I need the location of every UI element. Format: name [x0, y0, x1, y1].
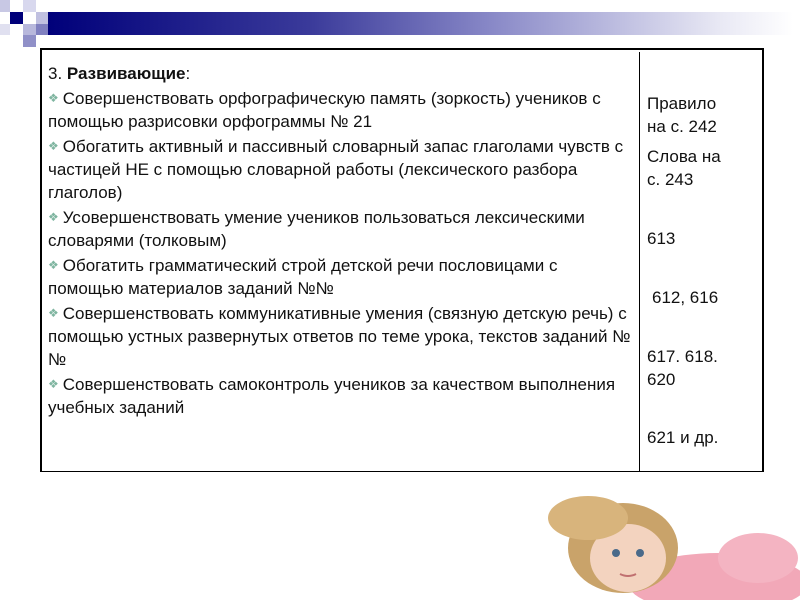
reference-cell: Слова на с. 243 [647, 147, 721, 189]
bullet-icon: ❖ [48, 306, 59, 320]
objective-item: ❖ Совершенствовать самоконтроль учеников … [48, 375, 616, 417]
decor-square [36, 12, 48, 24]
reference-cell: 617. 618. 620 [647, 347, 718, 389]
objective-item: ❖ Совершенствовать коммуникативные умения… [48, 304, 631, 369]
objectives-table: 3. Развивающие: ❖ Совершенствовать орфогр… [40, 48, 764, 472]
reference-cell: 621 и др. [647, 428, 719, 447]
objective-item: ❖ Совершенствовать орфографическую память… [48, 89, 601, 131]
decor-square [23, 0, 36, 12]
bullet-icon: ❖ [48, 210, 59, 224]
header-banner [48, 12, 793, 35]
decor-square [0, 0, 10, 12]
reference-cell: 613 [647, 229, 676, 248]
objectives-column: 3. Развивающие: ❖ Совершенствовать орфогр… [48, 62, 633, 419]
decor-square [0, 24, 10, 35]
child-lying-photo [548, 496, 800, 600]
objective-item: ❖ Обогатить активный и пассивный словарны… [48, 137, 624, 202]
bullet-icon: ❖ [48, 91, 59, 105]
bullet-icon: ❖ [48, 258, 59, 272]
bullet-icon: ❖ [48, 377, 59, 391]
objective-item: ❖ Обогатить грамматический строй детской … [48, 256, 558, 298]
bullet-icon: ❖ [48, 139, 59, 153]
decor-square [10, 12, 23, 24]
objective-item: ❖ Усовершенствовать умение учеников польз… [48, 208, 585, 250]
decor-square [23, 24, 36, 35]
decor-square [23, 35, 36, 47]
section-heading: 3. Развивающие: [48, 64, 191, 83]
reference-cell: Правило на с. 242 [647, 94, 717, 136]
reference-cell: 612, 616 [652, 288, 719, 307]
decor-square [36, 24, 48, 35]
